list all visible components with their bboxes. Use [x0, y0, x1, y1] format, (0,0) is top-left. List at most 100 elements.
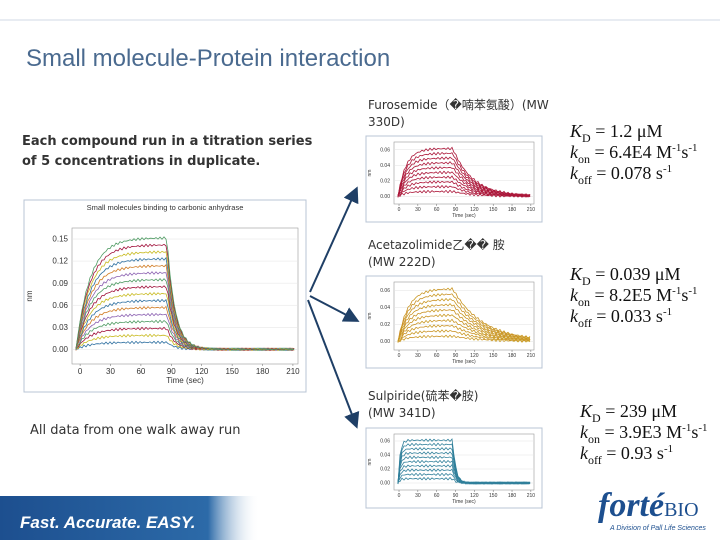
x-axis-label: Time (sec) — [452, 359, 476, 365]
y-tick-label: 0.09 — [52, 279, 68, 288]
sensorgram-trace — [75, 250, 295, 352]
sensorgram-trace — [75, 236, 295, 352]
kinetic-part: on — [578, 152, 590, 166]
x-tick-label: 0 — [398, 493, 401, 499]
kinetic-part: s — [681, 285, 688, 305]
kinetic-part: -1 — [663, 306, 672, 318]
sensorgram-trace — [397, 451, 531, 485]
kinetic-part: k — [570, 285, 579, 305]
kinetic-part: -1 — [672, 142, 681, 154]
fit-curve — [397, 329, 531, 342]
plot-area — [71, 227, 299, 365]
kinetic-part: = 1.2 μM — [591, 121, 663, 141]
kinetic-constant: koff = 0.078 s-1 — [570, 163, 672, 187]
footer-bar — [0, 496, 260, 540]
x-tick-label: 210 — [286, 367, 300, 376]
fit-curve — [397, 189, 531, 198]
x-tick-label: 210 — [527, 353, 536, 359]
x-tick-label: 180 — [256, 367, 270, 376]
chart-frame — [23, 199, 307, 393]
chart-title: Small molecules binding to carbonic anhy… — [87, 203, 244, 212]
x-tick-label: 180 — [508, 353, 517, 359]
kinetic-part: off — [578, 173, 592, 187]
note: All data from one walk away run — [30, 423, 240, 438]
y-tick-label: 0.02 — [380, 322, 390, 328]
kinetic-part: K — [569, 264, 583, 284]
fit-curve — [397, 303, 531, 341]
x-tick-label: 180 — [508, 207, 517, 213]
x-tick-label: 150 — [489, 493, 498, 499]
kinetic-constant: kon = 6.4E4 M-1s-1 — [570, 142, 698, 166]
fit-curve — [397, 166, 531, 197]
logo: fortéBIO — [598, 487, 699, 524]
intro-line: of 5 concentrations in duplicate. — [22, 154, 260, 169]
kinetic-part: K — [579, 401, 593, 421]
kinetic-constant: KD = 239 μM — [579, 401, 677, 425]
x-tick-label: 60 — [434, 493, 440, 499]
kinetic-part: k — [570, 306, 579, 326]
x-tick-label: 180 — [508, 493, 517, 499]
kinetic-constant: kon = 8.2E5 M-1s-1 — [570, 285, 698, 309]
x-tick-label: 30 — [415, 353, 421, 359]
x-tick-label: 150 — [489, 207, 498, 213]
y-tick-label: 0.15 — [52, 235, 68, 244]
fit-curve — [397, 161, 531, 197]
x-tick-label: 60 — [434, 207, 440, 213]
x-tick-label: 60 — [434, 353, 440, 359]
x-tick-label: 210 — [527, 207, 536, 213]
kinetic-part: D — [582, 131, 591, 145]
fit-curve — [397, 147, 531, 198]
sensorgram-trace — [397, 455, 531, 485]
y-tick-label: 0.00 — [380, 194, 390, 200]
y-axis-label: nm — [367, 170, 373, 177]
x-tick-label: 120 — [470, 207, 479, 213]
y-tick-label: 0.06 — [380, 439, 390, 445]
slide-title: Small molecule-Protein interaction — [26, 45, 390, 72]
y-tick-label: 0.04 — [380, 453, 390, 459]
kinetic-part: k — [580, 443, 589, 463]
kinetic-part: = 0.039 μM — [591, 264, 681, 284]
x-tick-label: 90 — [167, 367, 176, 376]
y-tick-label: 0.06 — [380, 288, 390, 294]
x-tick-label: 150 — [225, 367, 239, 376]
compound-label: Furosemide（�喃苯氨酸）(MW — [368, 97, 549, 112]
x-tick-label: 210 — [527, 493, 536, 499]
x-axis-label: Time (sec) — [452, 213, 476, 219]
kinetic-part: -1 — [688, 142, 697, 154]
y-tick-label: 0.00 — [380, 339, 390, 345]
x-tick-label: 120 — [470, 493, 479, 499]
kinetic-part: -1 — [688, 285, 697, 297]
kinetic-part: = 0.93 s — [602, 443, 664, 463]
y-tick-label: 0.04 — [380, 305, 390, 311]
y-tick-label: 0.12 — [52, 257, 68, 266]
kinetic-part: D — [592, 411, 601, 425]
kinetic-part: off — [588, 453, 602, 467]
tagline: Fast. Accurate. EASY. — [20, 513, 195, 532]
kinetic-part: = 0.078 s — [592, 163, 663, 183]
kinetic-constant: koff = 0.93 s-1 — [580, 443, 673, 467]
compound-label: Sulpiride(硫苯�胺) — [368, 388, 478, 403]
fit-curve — [397, 334, 531, 343]
y-tick-label: 0.00 — [52, 345, 68, 354]
arrow — [307, 299, 360, 429]
x-tick-label: 60 — [136, 367, 145, 376]
x-tick-label: 90 — [453, 493, 459, 499]
kinetic-part: -1 — [664, 443, 673, 455]
kinetic-part: K — [569, 121, 583, 141]
x-tick-label: 150 — [489, 353, 498, 359]
kinetic-constant: koff = 0.033 s-1 — [570, 306, 672, 330]
plot-area — [393, 433, 535, 491]
fit-curve — [397, 309, 531, 342]
y-tick-label: 0.04 — [380, 163, 390, 169]
kinetic-part: = 8.2E5 M — [590, 285, 672, 305]
plot-area — [393, 281, 535, 351]
kinetic-part: s — [681, 142, 688, 162]
kinetic-part: on — [578, 295, 590, 309]
x-tick-label: 30 — [106, 367, 115, 376]
y-tick-label: 0.02 — [380, 178, 390, 184]
y-tick-label: 0.02 — [380, 467, 390, 473]
fit-curve — [397, 298, 531, 341]
kinetic-part: = 6.4E4 M — [590, 142, 672, 162]
plot-area — [393, 141, 535, 205]
kinetic-part: = 0.033 s — [592, 306, 663, 326]
